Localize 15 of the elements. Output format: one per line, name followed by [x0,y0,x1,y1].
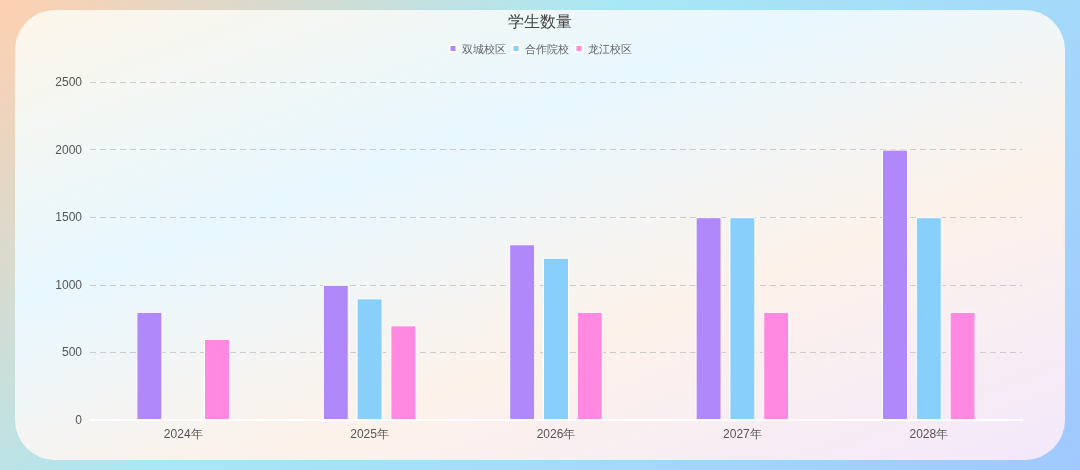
y-tick-label: 2500 [55,75,83,89]
legend-label: 双城校区 [461,42,506,55]
y-tick-label: 2000 [55,142,83,157]
legend-label: 龙江校区 [587,42,632,55]
x-tick-label: 2025年 [350,427,389,441]
y-tick-label: 1000 [55,277,83,292]
x-tick-label: 2027年 [723,427,762,441]
y-tick-label: 500 [61,345,83,360]
x-tick-label: 2026年 [536,427,576,441]
y-tick-label: 0 [75,413,83,427]
x-tick-label: 2028年 [909,427,949,441]
chart-title: 学生数量 [508,12,572,30]
y-tick-label: 1500 [55,210,83,225]
legend-label: 合作院校 [524,42,569,55]
x-tick-label: 2024年 [163,427,203,441]
